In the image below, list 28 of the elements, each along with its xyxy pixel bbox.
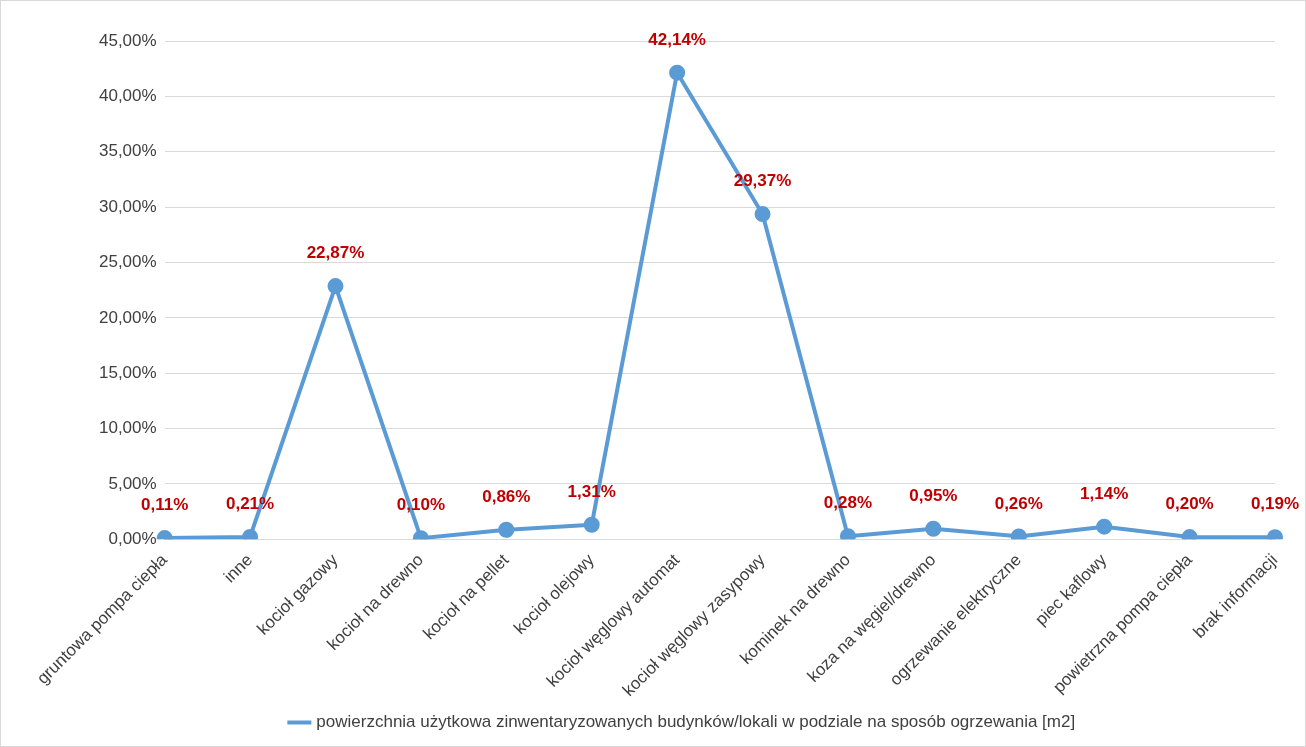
data-label: 0,20% <box>1165 494 1214 514</box>
point <box>754 206 771 223</box>
data-label: 0,26% <box>994 493 1043 513</box>
data-label: 0,11% <box>141 495 189 515</box>
y-tick-label: 35,00% <box>98 141 157 161</box>
data-label: 0,86% <box>482 486 531 506</box>
y-tick-label: 20,00% <box>98 307 157 327</box>
y-tick-label: 40,00% <box>98 86 157 106</box>
y-tick-label: 5,00% <box>108 473 157 493</box>
y-tick-label: 0,00% <box>108 528 157 548</box>
legend-label: powierzchnia użytkowa zinwentaryzowanych budynków/lokali w podziale na sposób ogrzewania [m2] <box>316 712 1076 732</box>
point <box>327 278 344 295</box>
y-tick-label: 45,00% <box>98 30 157 50</box>
point <box>839 528 856 540</box>
data-label: 42,14% <box>648 29 706 49</box>
point <box>242 528 259 540</box>
y-tick-label: 15,00% <box>98 362 157 382</box>
data-label: 22,87% <box>306 243 365 263</box>
point <box>669 64 686 81</box>
data-label: 0,19% <box>1250 494 1300 514</box>
data-label: 1,14% <box>1080 483 1129 503</box>
y-tick-label: 25,00% <box>98 252 157 272</box>
y-tick-label: 10,00% <box>98 418 157 438</box>
x-tick-label: inne <box>220 550 257 587</box>
data-label: 0,95% <box>909 485 958 505</box>
point <box>1010 528 1027 540</box>
point <box>583 516 600 533</box>
y-tick-label: 30,00% <box>98 196 157 216</box>
